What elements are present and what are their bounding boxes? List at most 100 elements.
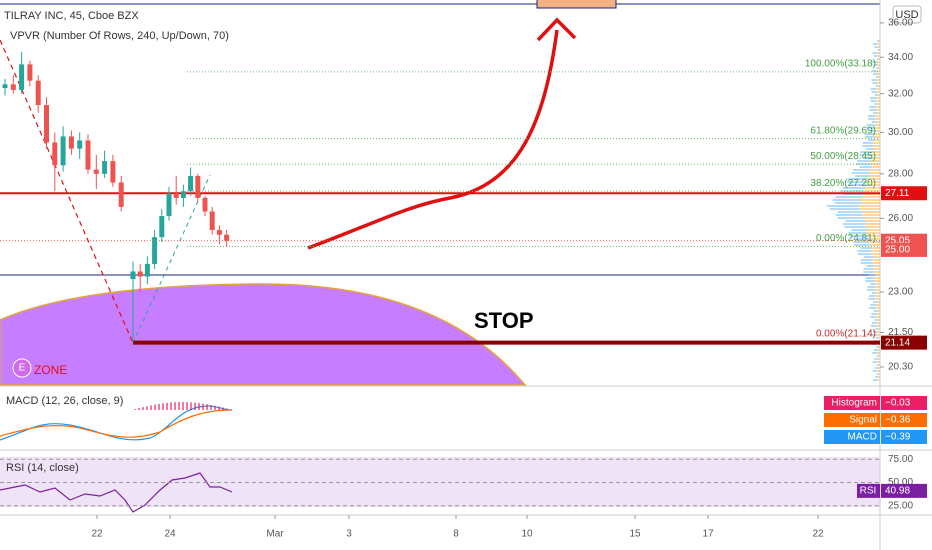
vp-bar bbox=[876, 121, 880, 123]
macd-hist bbox=[146, 406, 148, 410]
fib-label: 0.00%(21.14) bbox=[816, 328, 876, 339]
y-tick-label: 36.00 bbox=[888, 18, 913, 29]
vp-bar bbox=[873, 256, 880, 258]
vp-bar bbox=[877, 52, 880, 54]
vp-bar bbox=[877, 358, 880, 360]
vp-bar bbox=[869, 109, 876, 111]
vp-bar bbox=[856, 163, 871, 165]
candle-body bbox=[60, 136, 66, 166]
vp-bar bbox=[866, 148, 875, 150]
vp-bar bbox=[876, 76, 879, 78]
x-tick-label: 22 bbox=[91, 529, 103, 540]
vp-bar bbox=[875, 274, 880, 276]
indicator-title: VPVR (Number Of Rows, 240, Up/Down, 70) bbox=[10, 30, 229, 42]
vp-bar bbox=[842, 187, 866, 189]
vp-bar bbox=[829, 208, 860, 210]
vp-bar bbox=[860, 262, 873, 264]
y-tick-label: 21.50 bbox=[888, 327, 913, 338]
vp-bar bbox=[866, 265, 875, 267]
vp-bar bbox=[865, 223, 880, 225]
y-tick-label: 23.00 bbox=[888, 287, 913, 298]
vp-bar bbox=[871, 70, 877, 72]
candle-body bbox=[44, 105, 49, 143]
vp-bar bbox=[876, 61, 880, 63]
vp-bar bbox=[877, 370, 880, 372]
vp-bar bbox=[875, 376, 879, 378]
rsi-title: RSI (14, close) bbox=[6, 462, 79, 474]
vp-bar bbox=[845, 220, 867, 222]
vp-bar bbox=[871, 334, 877, 336]
vp-bar bbox=[876, 79, 880, 81]
macd-hist bbox=[134, 409, 136, 410]
rsi-value-box bbox=[881, 483, 927, 498]
vp-bar bbox=[862, 214, 880, 216]
vp-bar bbox=[877, 94, 880, 96]
price-label: 25.00 bbox=[885, 245, 910, 256]
vp-bar bbox=[868, 118, 876, 120]
vp-bar bbox=[876, 346, 879, 348]
macd-hist bbox=[214, 405, 216, 410]
y-tick-label: 28.00 bbox=[888, 168, 913, 179]
vp-bar bbox=[864, 136, 874, 138]
vp-bar bbox=[844, 226, 866, 228]
candle-body bbox=[144, 263, 150, 277]
macd-hist bbox=[138, 408, 140, 410]
vp-bar bbox=[878, 337, 880, 339]
vp-bar bbox=[846, 181, 867, 183]
vp-bar bbox=[835, 214, 863, 216]
vp-bar bbox=[870, 100, 877, 102]
macd-hist bbox=[210, 404, 212, 410]
vp-bar bbox=[874, 358, 878, 360]
vp-bar bbox=[875, 85, 879, 87]
vp-bar bbox=[859, 154, 872, 156]
vp-bar bbox=[870, 163, 880, 165]
vp-bar bbox=[876, 49, 879, 51]
vp-bar bbox=[863, 271, 874, 273]
vp-bar bbox=[867, 235, 880, 237]
vp-bar bbox=[876, 130, 880, 132]
rsi-band bbox=[0, 457, 880, 507]
price-label-box bbox=[881, 186, 927, 201]
macd-hist bbox=[182, 402, 184, 410]
vp-bar bbox=[878, 40, 880, 42]
vp-bar bbox=[849, 235, 868, 237]
vp-bar bbox=[871, 154, 880, 156]
macd-hist bbox=[162, 403, 164, 410]
vp-bar bbox=[868, 139, 876, 141]
vp-bar bbox=[866, 124, 875, 126]
vp-bar bbox=[877, 73, 880, 75]
vp-bar bbox=[874, 277, 880, 279]
vp-bar bbox=[875, 118, 880, 120]
vp-bar bbox=[873, 133, 880, 135]
vp-bar bbox=[866, 289, 875, 291]
rsi-name: RSI bbox=[860, 486, 877, 497]
vp-bar bbox=[877, 46, 880, 48]
trend-line bbox=[0, 39, 134, 344]
vp-bar bbox=[867, 115, 876, 117]
candle-body bbox=[224, 234, 230, 241]
fib-label: 100.00%(33.18) bbox=[805, 59, 876, 70]
vp-bar bbox=[877, 112, 880, 114]
currency: USD bbox=[895, 9, 918, 21]
macd-hist bbox=[202, 403, 204, 410]
vp-bar bbox=[857, 253, 872, 255]
vp-bar bbox=[877, 40, 879, 42]
vp-bar bbox=[861, 202, 880, 204]
vp-bar bbox=[856, 238, 871, 240]
vp-bar bbox=[862, 142, 874, 144]
candle-body bbox=[159, 216, 165, 238]
vp-bar bbox=[872, 259, 880, 261]
vp-bar bbox=[878, 346, 880, 348]
vp-bar bbox=[875, 106, 880, 108]
vp-bar bbox=[876, 334, 880, 336]
vp-bar bbox=[876, 283, 880, 285]
vp-bar bbox=[870, 325, 877, 327]
vp-bar bbox=[873, 112, 878, 114]
vp-bar bbox=[877, 379, 880, 381]
vp-bar bbox=[866, 181, 880, 183]
vp-bar bbox=[878, 373, 880, 375]
vp-bar bbox=[873, 310, 878, 312]
vp-bar bbox=[867, 184, 880, 186]
vp-bar bbox=[870, 304, 877, 306]
macd-hist bbox=[166, 402, 168, 410]
